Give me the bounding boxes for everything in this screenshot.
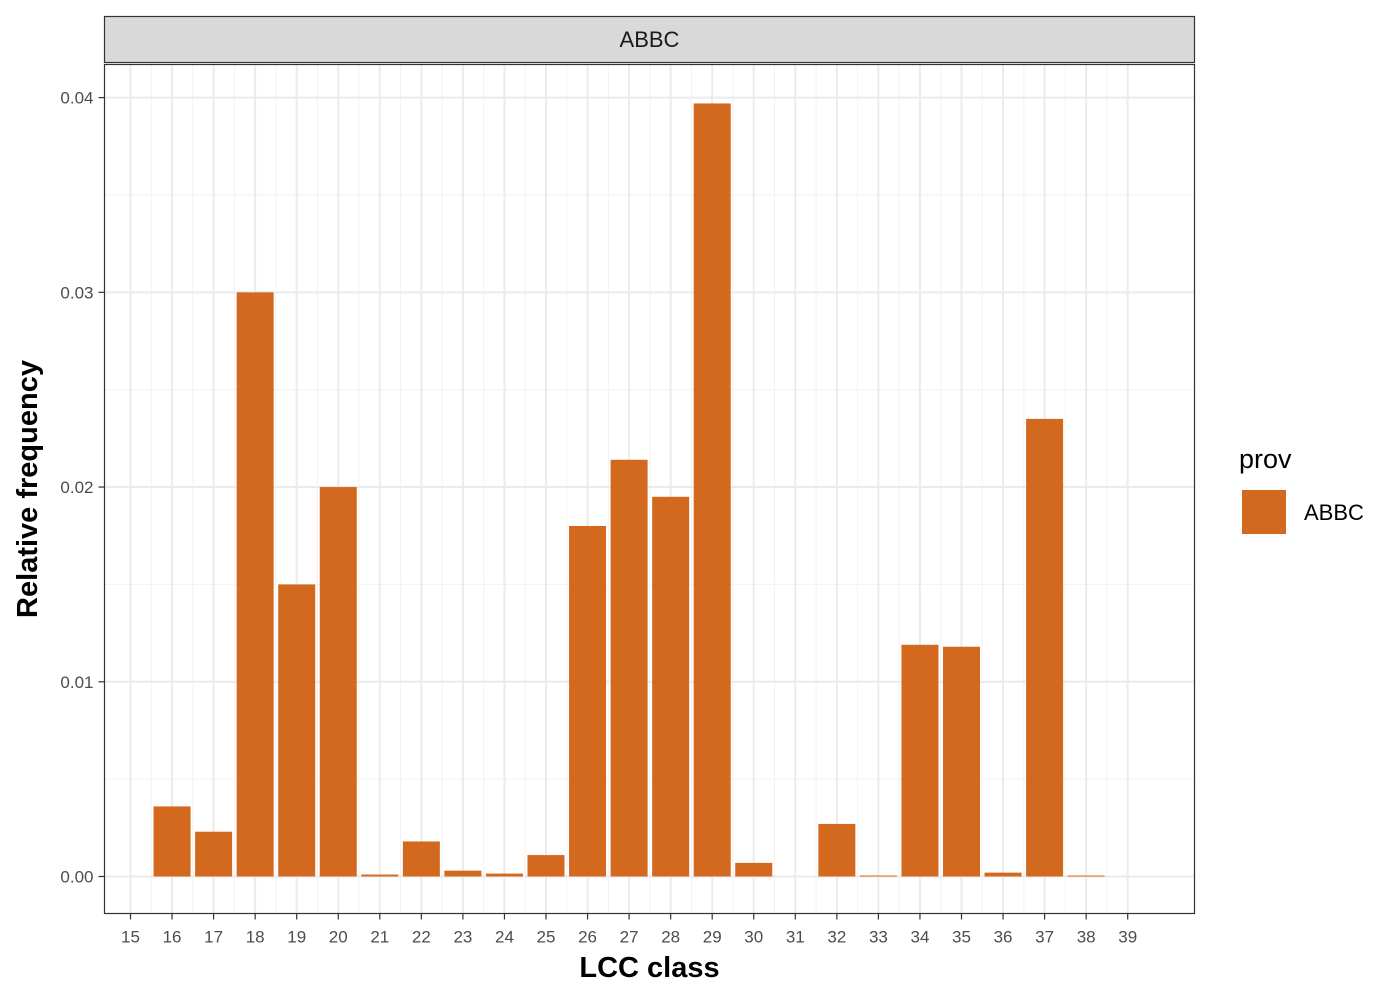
bar-18	[236, 292, 274, 877]
x-tick-label: 16	[163, 928, 182, 947]
x-tick-label: 26	[578, 928, 597, 947]
bar-23	[444, 870, 482, 877]
x-tick-label: 36	[994, 928, 1013, 947]
bar-20	[319, 487, 357, 877]
legend-title: prov	[1239, 444, 1292, 474]
x-tick-label: 33	[869, 928, 888, 947]
bars	[153, 103, 1105, 877]
bar-17	[195, 831, 233, 877]
bar-30	[735, 862, 773, 877]
bar-29	[693, 103, 731, 877]
x-tick-label: 37	[1035, 928, 1054, 947]
x-tick-label: 29	[703, 928, 722, 947]
x-tick-label: 38	[1077, 928, 1096, 947]
bar-19	[278, 584, 316, 877]
bar-37	[1026, 418, 1064, 877]
bar-35	[943, 646, 980, 877]
x-tick-label: 31	[786, 928, 805, 947]
facet-strip	[103, 15, 1196, 64]
y-tick-label: 0.04	[60, 89, 93, 108]
y-tick-label: 0.03	[60, 283, 93, 302]
bar-34	[901, 644, 939, 877]
bar-32	[818, 823, 856, 877]
bar-36	[984, 872, 1022, 877]
x-tick-label: 15	[121, 928, 140, 947]
x-tick-label: 24	[495, 928, 514, 947]
x-tick-label: 25	[537, 928, 556, 947]
bar-33	[859, 875, 897, 877]
x-tick-label: 18	[246, 928, 265, 947]
x-tick-label: 20	[329, 928, 348, 947]
x-tick-label: 27	[620, 928, 639, 947]
x-tick-label: 22	[412, 928, 431, 947]
bar-16	[153, 806, 191, 877]
x-axis: 15 16 17 18 19 20 21 22 23 24 25 26 27 28 29 30 31 32 33 34…	[121, 913, 1137, 947]
x-axis-title: LCC class	[579, 952, 719, 984]
x-tick-label: 23	[453, 928, 472, 947]
x-tick-label: 28	[661, 928, 680, 947]
legend-label: ABBC	[1304, 500, 1364, 525]
bar-28	[652, 496, 690, 877]
bar-24	[485, 873, 523, 877]
y-tick-label: 0.02	[60, 478, 93, 497]
x-tick-label: 30	[744, 928, 763, 947]
x-tick-label: 21	[370, 928, 389, 947]
bar-22	[402, 841, 440, 877]
x-tick-label: 32	[827, 928, 846, 947]
x-tick-label: 17	[204, 928, 223, 947]
bar-27	[610, 459, 648, 877]
bar-25	[527, 855, 565, 877]
legend-swatch	[1242, 490, 1286, 534]
plot-panel-border	[103, 63, 1196, 915]
y-tick-label: 0.00	[60, 868, 93, 887]
facet-label: ABBC	[620, 27, 680, 52]
y-tick-label: 0.01	[60, 673, 93, 692]
x-tick-label: 35	[952, 928, 971, 947]
y-axis-title: Relative frequency	[12, 360, 44, 618]
x-tick-label: 39	[1118, 928, 1137, 947]
bar-21	[361, 874, 399, 877]
legend: prov ABBC	[1239, 444, 1364, 534]
bar-38	[1067, 875, 1105, 877]
x-tick-label: 34	[910, 928, 929, 947]
x-tick-label: 19	[287, 928, 306, 947]
bar-26	[569, 525, 607, 877]
y-axis: 0.00 0.01 0.02 0.03 0.04	[60, 89, 105, 887]
